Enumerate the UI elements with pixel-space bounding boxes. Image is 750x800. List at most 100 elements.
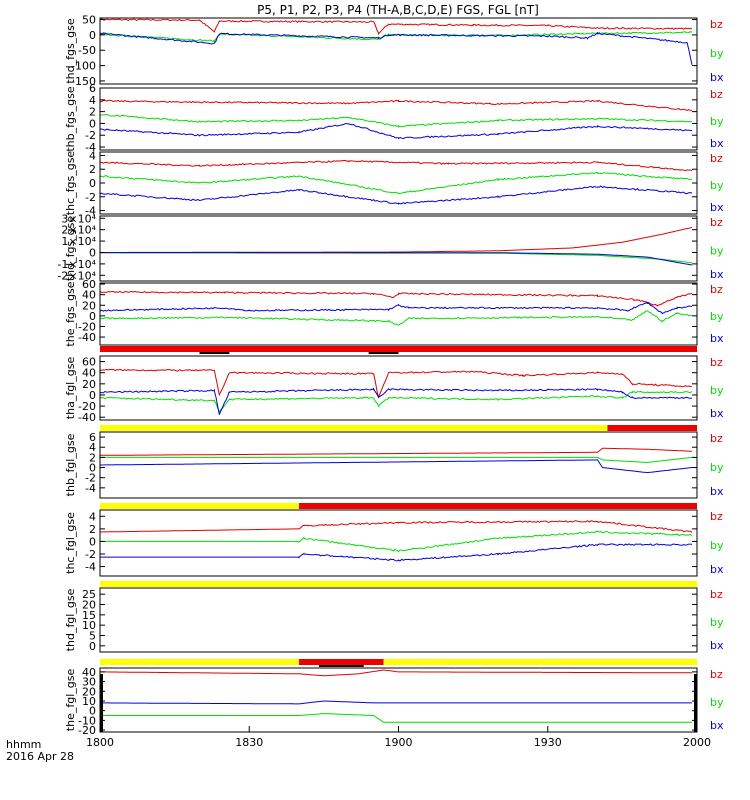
y-tick-label: 20 <box>82 599 96 612</box>
y-tick-label: 3×10⁴ <box>61 212 96 225</box>
legend-by: by <box>710 461 724 474</box>
y-tick-label: -2 <box>85 191 96 204</box>
series-line-bz <box>100 290 693 307</box>
y-tick-label: 0 <box>89 29 96 42</box>
legend-bx: bx <box>710 639 724 652</box>
series-line-bz <box>100 520 693 533</box>
series-line-bx <box>100 700 692 705</box>
panel-frame <box>99 509 698 577</box>
y-tick-label: 4 <box>89 441 96 454</box>
y-axis-label: the_fgl_gse <box>64 669 77 732</box>
series-line-bx <box>100 31 693 65</box>
y-tick-label: 20 <box>82 685 96 698</box>
y-tick-label: 5 <box>89 629 96 642</box>
panel-frame <box>99 282 698 346</box>
legend-bx: bx <box>710 407 724 420</box>
y-axis-label: thc_fgl_gse <box>64 512 77 574</box>
panel-5-series <box>100 290 693 326</box>
mode-bar-5 <box>100 659 697 667</box>
y-tick-label: 2 <box>89 163 96 176</box>
y-tick-label: -2 <box>85 472 96 485</box>
x-tick-label: 2000 <box>683 736 711 749</box>
y-tick-label: 10 <box>82 695 96 708</box>
x-tick-label: 1800 <box>86 736 114 749</box>
panel-frame <box>99 151 698 215</box>
panel-8: 420-2-4 thc_fgl_gse bz by bx <box>64 509 724 577</box>
mode-bar-marker <box>368 352 399 354</box>
y-tick-label: -10 <box>78 714 96 727</box>
legend-bz: bz <box>710 356 723 369</box>
y-tick-label: -20 <box>78 320 96 333</box>
x-tick-label: 1930 <box>534 736 562 749</box>
panel-6-series <box>100 368 693 415</box>
mode-bar-segment <box>607 425 697 431</box>
y-tick-label: 2 <box>89 106 96 119</box>
y-tick-label: -40 <box>78 331 96 344</box>
y-tick-label: -4 <box>85 141 96 154</box>
y-tick-label: 0 <box>89 177 96 190</box>
y-axis-label: thb_fgs_gse <box>64 86 77 152</box>
edge-block-right <box>694 674 697 732</box>
y-tick-label: -2 <box>85 548 96 561</box>
legend-bx: bx <box>710 485 724 498</box>
edge-block-left <box>100 674 103 732</box>
legend-bx: bx <box>710 137 724 150</box>
y-tick-label: -100 <box>71 60 96 73</box>
y-tick-label: 25 <box>82 588 96 601</box>
series-line-by <box>100 31 693 44</box>
y-tick-label: 60 <box>82 278 96 291</box>
legend-by: by <box>710 310 724 323</box>
y-tick-label: 0 <box>89 246 96 259</box>
y-tick-label: -20 <box>78 400 96 413</box>
y-tick-label: 20 <box>82 299 96 312</box>
y-tick-label: 20 <box>82 378 96 391</box>
y-tick-label: 40 <box>82 367 96 380</box>
panel-frame <box>99 355 698 421</box>
legend-by: by <box>710 245 724 258</box>
legend-bz: bz <box>710 152 723 165</box>
mode-bar-segment <box>100 425 608 431</box>
panel-4-series <box>100 226 693 266</box>
mode-bar-marker <box>318 665 364 667</box>
y-tick-label: 0 <box>89 389 96 402</box>
panel-7-series <box>100 447 693 474</box>
y-tick-label: 4 <box>89 149 96 162</box>
series-line-bz <box>100 226 693 253</box>
panel-frame <box>99 587 698 653</box>
series-line-bx <box>100 459 693 474</box>
panel-3: 420-2-4 thc_fgs_gse bz by bx <box>64 149 724 217</box>
y-tick-label: -20 <box>78 724 96 737</box>
y-tick-label: 0 <box>89 705 96 718</box>
legend-bz: bz <box>710 588 723 601</box>
y-tick-label: 0 <box>89 310 96 323</box>
y-tick-label: -4 <box>85 205 96 218</box>
series-line-bz <box>100 99 693 112</box>
mode-bar-3 <box>100 503 697 509</box>
mode-bar-4 <box>100 581 697 587</box>
legend-by: by <box>710 47 724 60</box>
mode-bar-segment <box>100 659 299 665</box>
y-axis-label: thb_fgl_gse <box>64 433 77 496</box>
legend-bz: bz <box>710 432 723 445</box>
y-tick-label: 6 <box>89 82 96 95</box>
x-axis-label: hhmm <box>6 738 41 751</box>
series-line-bx <box>100 301 693 315</box>
series-line-by <box>100 530 693 553</box>
mode-bar-segment <box>100 581 697 587</box>
y-tick-label: 4 <box>89 94 96 107</box>
y-tick-label: 4 <box>89 510 96 523</box>
y-tick-label: -2 <box>85 129 96 142</box>
series-line-bz <box>100 159 693 172</box>
legend-by: by <box>710 115 724 128</box>
y-tick-label: -4 <box>85 561 96 574</box>
y-tick-label: -150 <box>71 75 96 88</box>
series-line-by <box>100 713 692 723</box>
y-axis-label: thd_fgs_gse <box>64 18 77 84</box>
series-line-bx <box>100 122 693 140</box>
legend-by: by <box>710 384 724 397</box>
series-line-by <box>100 456 693 464</box>
